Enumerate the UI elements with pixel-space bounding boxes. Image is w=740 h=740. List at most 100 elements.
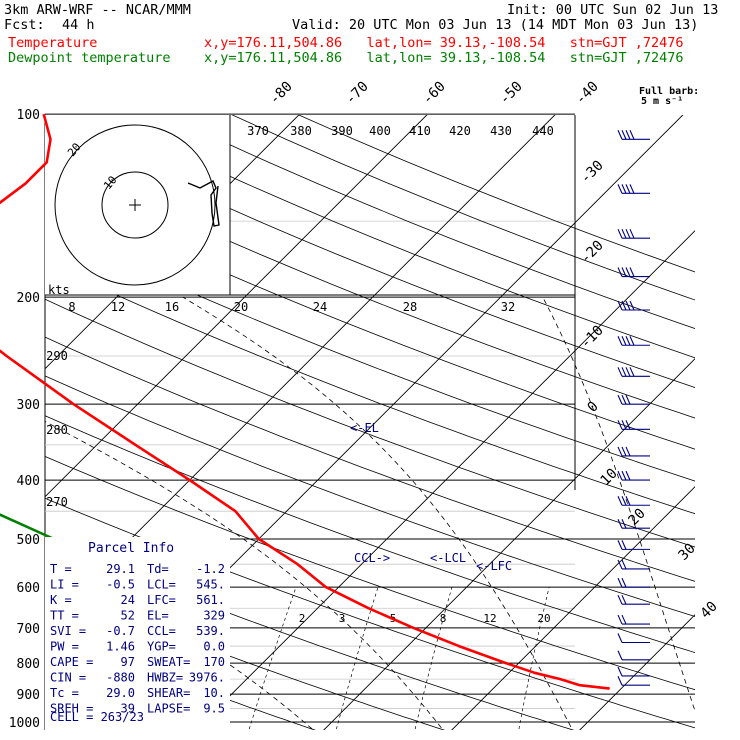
theta-label: 280 bbox=[46, 423, 68, 437]
wind-barb bbox=[617, 540, 650, 550]
parcel-value: 29.0 bbox=[106, 686, 135, 700]
annotation-lcl: <-LCL bbox=[430, 551, 466, 565]
parcel-key: CCL= bbox=[147, 624, 176, 638]
isotherm-label: -20 bbox=[578, 238, 607, 267]
parcel-key: CIN = bbox=[50, 671, 86, 685]
wind-barb bbox=[617, 130, 650, 140]
parcel-key: SREH = bbox=[50, 702, 93, 716]
legend-dewpoint: Dewpoint temperature bbox=[8, 50, 171, 66]
theta-label: 440 bbox=[532, 124, 554, 138]
model-title: 3km ARW-WRF -- NCAR/MMM bbox=[4, 2, 191, 18]
speed-scale-label: 28 bbox=[403, 300, 417, 314]
parcel-key: CAPE = bbox=[50, 655, 93, 669]
wind-barb bbox=[617, 367, 650, 377]
speed-scale-label: 16 bbox=[165, 300, 179, 314]
theta-label: 420 bbox=[449, 124, 471, 138]
parcel-cell: CELL = 263/23 bbox=[50, 710, 144, 724]
temperature-trace bbox=[0, 113, 610, 690]
legend-temperature: Temperature bbox=[8, 35, 98, 51]
dry-adiabat-line bbox=[45, 298, 695, 548]
mixing-ratio-line bbox=[335, 587, 379, 730]
dry-adiabat-line bbox=[45, 154, 695, 419]
hodograph-trace bbox=[187, 180, 220, 227]
parcel-value: 24 bbox=[121, 593, 135, 607]
parcel-value: 0.0 bbox=[203, 640, 225, 654]
dewpoint-location: x,y=176.11,504.86 lat,lon= 39.13,-108.54… bbox=[204, 50, 684, 66]
wind-barb bbox=[617, 267, 650, 278]
parcel-value: -0.5 bbox=[106, 578, 135, 592]
parcel-key: LI = bbox=[50, 578, 79, 592]
theta-label: 380 bbox=[290, 124, 312, 138]
theta-label: 270 bbox=[46, 495, 68, 509]
mixing-ratio-label: 3 bbox=[339, 612, 346, 625]
isotherm-line bbox=[579, 614, 695, 730]
parcel-key: HWBZ= bbox=[147, 671, 183, 685]
parcel-key: T = bbox=[50, 562, 72, 576]
parcel-value: 10. bbox=[203, 686, 225, 700]
wind-barb bbox=[617, 614, 650, 625]
parcel-info-panel: Parcel Info T = 29.1 Td= -1.2 LI = -0.5 LCL= 54… bbox=[45, 537, 230, 730]
isotherm-line bbox=[703, 114, 740, 735]
parcel-value: 29.1 bbox=[106, 562, 135, 576]
parcel-key: LCL= bbox=[147, 578, 176, 592]
pressure-tick-label: 700 bbox=[17, 622, 40, 637]
parcel-key: TT = bbox=[50, 609, 79, 623]
speed-scale-label: 24 bbox=[313, 300, 327, 314]
wind-barb bbox=[617, 184, 650, 194]
annotation-ccl: CCL-> bbox=[354, 551, 390, 565]
annotation-el: <-EL bbox=[350, 421, 379, 435]
wind-barb bbox=[617, 470, 650, 481]
temperature-location: x,y=176.11,504.86 lat,lon= 39.13,-108.54… bbox=[204, 35, 684, 51]
speed-scale-label: 12 bbox=[111, 300, 125, 314]
parcel-value: 97 bbox=[121, 655, 135, 669]
parcel-value: 170 bbox=[203, 655, 225, 669]
parcel-key: SWEAT= bbox=[147, 655, 190, 669]
mixing-ratio-line bbox=[248, 586, 297, 730]
isotherm-label: -40 bbox=[573, 79, 602, 108]
parcel-value: -0.7 bbox=[106, 624, 135, 638]
isotherm-label: -50 bbox=[497, 79, 526, 108]
pressure-tick-label: 200 bbox=[17, 291, 40, 306]
dry-adiabat-line bbox=[45, 415, 695, 654]
dry-adiabat-line bbox=[45, 584, 446, 730]
dry-adiabat-line bbox=[45, 455, 695, 691]
theta-label: 400 bbox=[369, 124, 391, 138]
pressure-tick-label: 800 bbox=[17, 657, 40, 672]
parcel-key: Tc = bbox=[50, 686, 79, 700]
isotherm-label: 10 bbox=[598, 466, 621, 489]
isotherm-line bbox=[45, 115, 556, 626]
pressure-tick-label: 900 bbox=[17, 688, 40, 703]
dry-adiabat-line bbox=[45, 497, 695, 729]
wind-barb bbox=[617, 650, 650, 661]
parcel-key: PW = bbox=[50, 640, 79, 654]
isotherm-label: -80 bbox=[267, 79, 296, 108]
forecast-label: Fcst: bbox=[4, 17, 45, 33]
pressure-tick-label: 300 bbox=[17, 398, 40, 413]
dry-adiabat-line bbox=[45, 261, 695, 515]
moist-adiabat-line bbox=[182, 296, 573, 730]
parcel-value: 3976. bbox=[189, 671, 225, 685]
pressure-tick-label: 600 bbox=[17, 581, 40, 596]
isotherm-line bbox=[451, 486, 695, 730]
dry-adiabat-line bbox=[45, 375, 695, 617]
parcel-key: EL= bbox=[147, 609, 169, 623]
wind-barb bbox=[617, 676, 650, 686]
wind-barb bbox=[617, 496, 650, 506]
speed-scale-label: 32 bbox=[501, 300, 515, 314]
moist-adiabat-line bbox=[542, 296, 695, 713]
parcel-value: 561. bbox=[196, 593, 225, 607]
parcel-key: LAPSE= bbox=[147, 702, 190, 716]
dry-adiabat-line bbox=[45, 120, 695, 388]
pressure-tick-label: 500 bbox=[17, 533, 40, 548]
pressure-tick-label: 1000 bbox=[9, 716, 40, 731]
wind-barb bbox=[617, 420, 650, 430]
parcel-value: 539. bbox=[196, 624, 225, 638]
parcel-value: -880 bbox=[106, 671, 135, 685]
parcel-key: SHEAR= bbox=[147, 686, 190, 700]
theta-label: 370 bbox=[247, 124, 269, 138]
mixing-ratio-line bbox=[518, 587, 550, 730]
hodograph-unit-label: kts bbox=[48, 283, 70, 297]
wind-barb bbox=[617, 594, 650, 605]
wind-barb bbox=[617, 559, 650, 570]
